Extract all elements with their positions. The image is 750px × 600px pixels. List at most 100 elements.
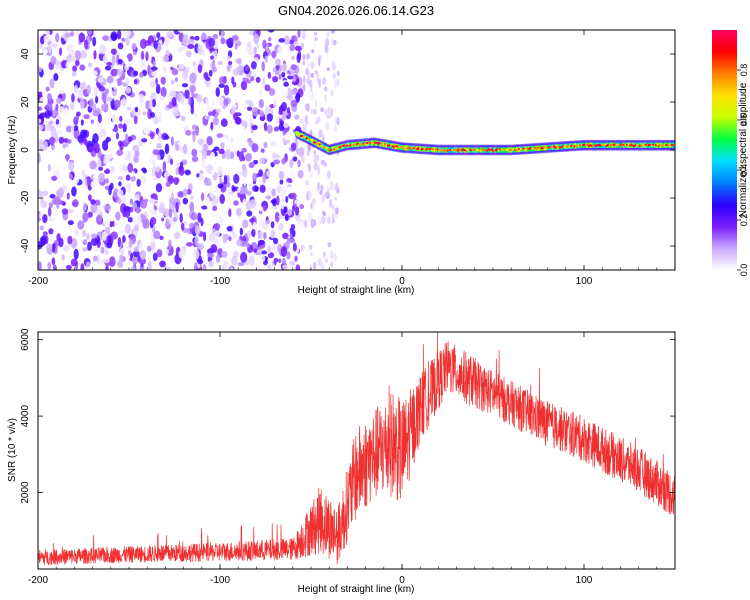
y-tick-label: -40	[20, 238, 31, 253]
heatmap-cell	[138, 257, 147, 265]
heatmap-cell	[282, 257, 286, 265]
heatmap-cell	[296, 53, 301, 64]
heatmap-cell	[283, 139, 291, 144]
heatmap-cell	[141, 138, 148, 143]
heatmap-cell	[101, 139, 109, 151]
snr-y-label: SNR (10 * v/v)	[7, 418, 18, 482]
heatmap-cell	[102, 35, 110, 41]
heatmap-cell	[189, 201, 195, 212]
colorbar-tick-label: 0.4	[739, 164, 749, 177]
heatmap-cell	[334, 213, 338, 219]
heatmap-cell	[203, 143, 208, 152]
heatmap-cell	[121, 37, 126, 42]
heatmap-cell	[266, 170, 271, 177]
heatmap-cell	[212, 66, 217, 73]
heatmap-cell	[257, 140, 263, 147]
heatmap-cell	[121, 197, 126, 203]
heatmap-cell	[149, 209, 155, 215]
heatmap-cell	[48, 43, 52, 54]
heatmap-cell	[250, 133, 255, 141]
heatmap-cell	[227, 37, 234, 49]
heatmap-cell	[229, 191, 234, 196]
heatmap-cell	[332, 252, 337, 262]
heatmap-cell	[270, 244, 278, 255]
heatmap-cell	[219, 193, 225, 204]
heatmap-cell	[283, 122, 290, 128]
heatmap-cell	[151, 71, 157, 77]
heatmap-cell	[298, 118, 305, 124]
heatmap-cell	[87, 211, 93, 218]
heatmap-cell	[71, 93, 75, 103]
heatmap-cell	[139, 249, 146, 260]
heatmap-cell	[118, 181, 122, 187]
heatmap-cell	[300, 154, 305, 163]
heatmap-cell	[50, 43, 58, 48]
heatmap-cell	[113, 221, 118, 227]
x-tick-label: -100	[210, 276, 230, 287]
heatmap-cell	[218, 30, 226, 37]
heatmap-cell	[246, 190, 252, 196]
heatmap-cell	[247, 183, 254, 188]
heatmap-cell	[210, 55, 214, 60]
heatmap-cell	[105, 177, 109, 184]
heatmap-cell	[70, 124, 75, 134]
heatmap-cell	[200, 192, 205, 202]
heatmap-cell	[269, 140, 277, 147]
heatmap-cell	[173, 177, 179, 186]
heatmap-cell	[294, 206, 300, 216]
heatmap-cell	[287, 95, 293, 101]
heatmap-cell	[330, 260, 334, 268]
heatmap-cell	[89, 97, 94, 109]
heatmap-cell	[330, 216, 334, 223]
heatmap-cell	[292, 204, 296, 212]
heatmap-cell	[102, 154, 110, 165]
heatmap-cell	[334, 182, 339, 192]
heatmap-cell	[245, 79, 252, 84]
heatmap-cell	[217, 183, 224, 189]
x-tick-label: 100	[576, 276, 593, 287]
heatmap-cell	[90, 233, 98, 239]
heatmap-cell	[168, 239, 172, 251]
colorbar-gradient	[712, 30, 737, 270]
heatmap-cell	[58, 136, 65, 144]
heatmap-cell	[310, 93, 315, 102]
heatmap-cell	[74, 50, 81, 61]
heatmap-cell	[192, 131, 196, 143]
snr-x-axis: -200 -100 0 100	[28, 332, 676, 586]
heatmap-cell	[189, 72, 197, 84]
heatmap-cell	[326, 30, 330, 39]
heatmap-cell	[271, 50, 277, 59]
heatmap-cell	[273, 126, 279, 132]
heatmap-cell	[39, 112, 47, 118]
heatmap-cell	[307, 163, 311, 169]
heatmap-cell	[324, 192, 328, 198]
heatmap-cell	[246, 242, 250, 248]
heatmap-cell	[106, 61, 113, 66]
heatmap-cell	[310, 107, 314, 115]
heatmap-cell	[96, 158, 102, 168]
heatmap-cell	[92, 133, 99, 144]
heatmap-cell	[219, 76, 225, 85]
heatmap-cell	[302, 83, 306, 92]
heatmap-cell	[54, 209, 59, 216]
heatmap-cell	[244, 120, 248, 129]
heatmap-cell	[228, 208, 232, 218]
heatmap-cell	[263, 205, 267, 212]
heatmap-cell	[330, 89, 333, 96]
heatmap-cell	[308, 191, 312, 199]
heatmap-cell	[156, 154, 161, 161]
heatmap-cell	[75, 111, 81, 117]
heatmap-cell	[38, 152, 41, 164]
heatmap-cell	[279, 120, 285, 127]
heatmap-cell	[237, 262, 245, 267]
heatmap-cell	[229, 266, 234, 270]
heatmap-cell	[312, 261, 317, 270]
heatmap-cell	[66, 192, 70, 200]
heatmap-cell	[193, 249, 200, 260]
snr-y-axis: 2000 4000 6000	[20, 328, 675, 504]
heatmap-cell	[90, 119, 95, 124]
heatmap-cell	[298, 221, 304, 230]
heatmap-cell	[43, 35, 51, 43]
heatmap-cell	[334, 207, 339, 215]
heatmap-cell	[306, 53, 311, 59]
